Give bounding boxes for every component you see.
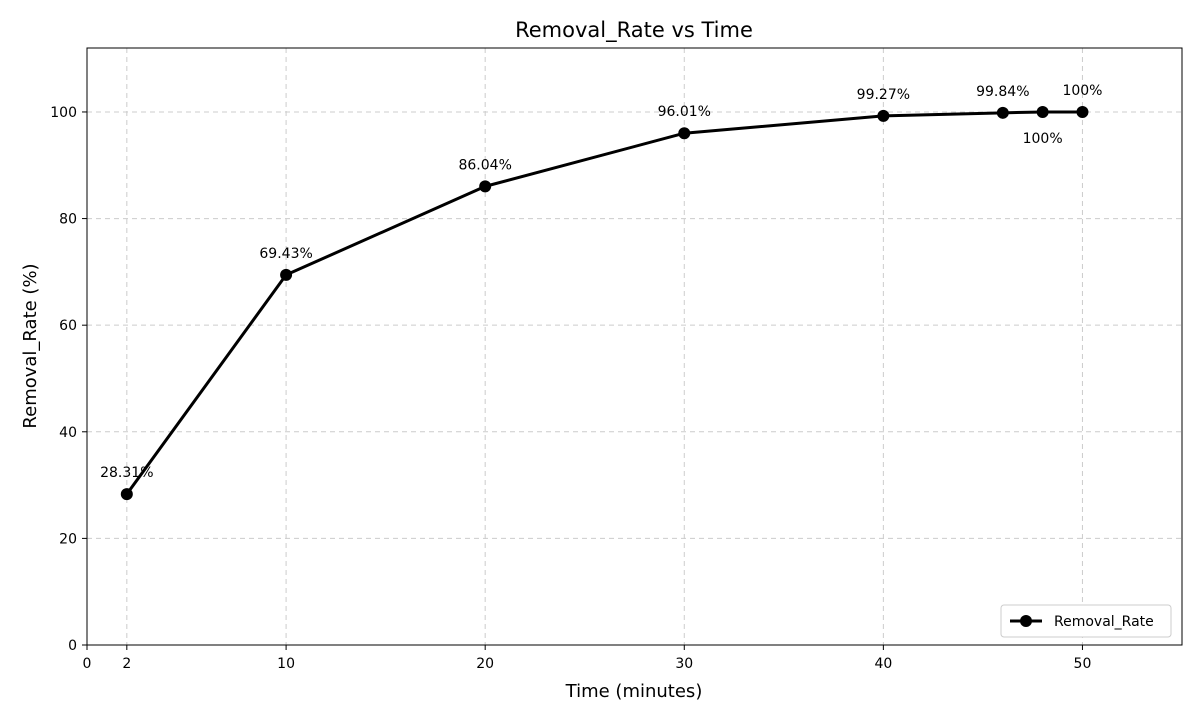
- x-tick-label: 0: [83, 656, 92, 672]
- x-tick-label: 20: [476, 656, 494, 672]
- data-label: 100%: [1023, 131, 1063, 147]
- x-tick-label: 10: [277, 656, 295, 672]
- legend: Removal_Rate: [1000, 604, 1172, 638]
- data-point: [678, 127, 691, 140]
- data-label: 99.27%: [857, 87, 910, 103]
- x-tick-label: 50: [1074, 656, 1092, 672]
- x-tick-label: 2: [122, 656, 131, 672]
- series-line: [125, 110, 1083, 495]
- series-layer: [120, 105, 1089, 501]
- data-label: 100%: [1062, 83, 1102, 99]
- y-tick-label: 60: [59, 318, 77, 334]
- x-tick-label: 40: [874, 656, 892, 672]
- chart-title: Removal_Rate vs Time: [515, 18, 753, 43]
- y-axis-label: Removal_Rate (%): [20, 263, 41, 428]
- data-point: [1036, 105, 1049, 118]
- legend-marker-swatch: [1020, 615, 1032, 627]
- data-point: [996, 106, 1009, 119]
- data-point: [877, 109, 890, 122]
- plot-frame: [86, 47, 1183, 646]
- y-tick-label: 0: [68, 638, 77, 654]
- data-label: 96.01%: [658, 104, 711, 120]
- data-label: 69.43%: [259, 246, 312, 262]
- data-labels: 28.31% 69.43% 86.04% 96.01% 99.27% 99.84% 100%…: [100, 83, 1102, 481]
- data-label: 86.04%: [458, 157, 511, 173]
- x-axis-label: Time (minutes): [565, 681, 703, 702]
- data-point: [120, 488, 133, 501]
- data-point: [1076, 105, 1089, 118]
- data-point: [479, 180, 492, 193]
- y-tick-label: 20: [59, 531, 77, 547]
- y-tick-label: 100: [50, 105, 77, 121]
- y-tick-label: 80: [59, 212, 77, 228]
- legend-box: [1000, 604, 1172, 638]
- legend-label: Removal_Rate: [1054, 614, 1154, 630]
- axes: 0 2 10 20 30 40 50 0 20 40 60 80 100: [50, 47, 1183, 672]
- data-label: 99.84%: [976, 84, 1029, 100]
- x-tick-label: 30: [675, 656, 693, 672]
- data-label: 28.31%: [100, 465, 153, 481]
- y-tick-label: 40: [59, 425, 77, 441]
- data-point: [280, 268, 293, 281]
